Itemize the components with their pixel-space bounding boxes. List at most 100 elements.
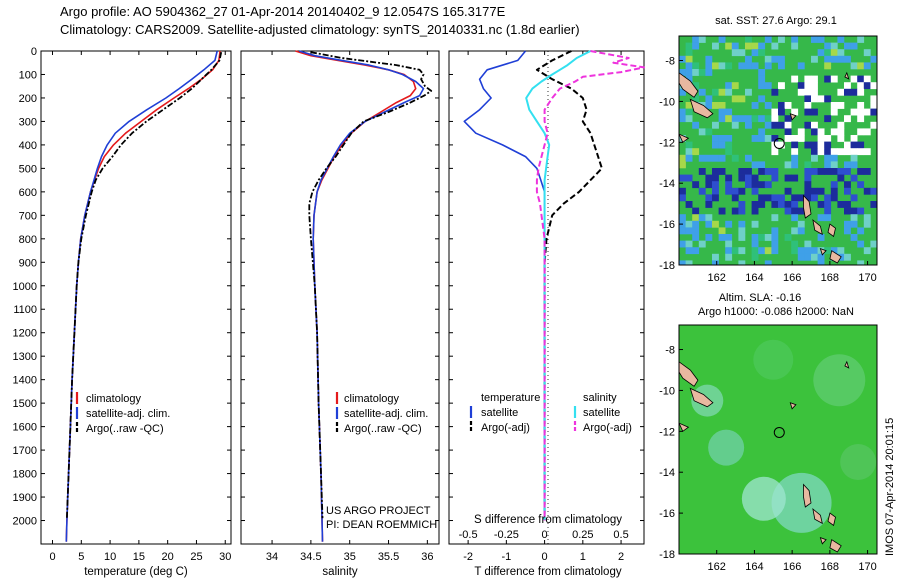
temperature-series-lines	[65, 50, 223, 542]
island-shape	[689, 387, 714, 408]
sst-cell	[830, 247, 838, 255]
sst-cell	[804, 88, 812, 96]
sst-cell	[844, 201, 851, 208]
sst-cell	[751, 240, 759, 248]
sst-cell	[718, 207, 726, 215]
sst-cell	[745, 88, 752, 96]
depth-tick-label: 600	[19, 187, 37, 199]
depth-tick-label: 500	[19, 163, 37, 175]
depth-tick-label: 300	[19, 116, 37, 128]
sst-cell	[791, 161, 799, 169]
salinity-legend-satellite: satellite-adj. clim.	[344, 408, 428, 420]
sst-cell	[731, 154, 739, 162]
sst-map-title: sat. SST: 27.6 Argo: 29.1	[715, 15, 837, 27]
sst-cell	[824, 62, 832, 70]
sst-cell	[712, 102, 719, 109]
sst-cell	[685, 108, 693, 116]
sst-cell	[824, 42, 832, 50]
temperature-axes-frame	[40, 50, 232, 545]
island-shape	[789, 113, 797, 121]
sst-cell	[705, 181, 713, 189]
sst-cell	[764, 36, 772, 43]
sst-cell	[738, 174, 746, 182]
sst-cell	[738, 201, 746, 208]
sst-cell	[863, 220, 871, 228]
temperature-legend: climatology satellite-adj. clim. Argo(..…	[75, 392, 170, 435]
sst-cell	[857, 227, 865, 235]
sst-cell	[751, 115, 759, 123]
sst-cell	[738, 62, 746, 70]
depth-tick-label: 1300	[13, 351, 37, 363]
sst-cell	[725, 174, 733, 182]
sst-cell	[771, 247, 779, 255]
sst-cell	[698, 214, 706, 222]
depth-tick-label: 1900	[13, 492, 37, 504]
sst-cell	[725, 135, 733, 142]
sst-cell	[738, 220, 746, 228]
sst-cell	[791, 201, 799, 208]
sst-cell	[797, 194, 805, 202]
sst-cell	[824, 207, 832, 215]
sst-latitude-ticks: -8 -10 -12 -14 -16 -18	[659, 56, 683, 272]
sst-cell	[725, 148, 733, 156]
sst-cell	[758, 95, 766, 103]
sst-cell	[685, 69, 693, 76]
sst-cell	[830, 102, 838, 109]
sst-cell	[844, 148, 851, 156]
sst-cell	[824, 49, 832, 57]
sst-cell	[712, 181, 719, 189]
sst-cell	[751, 207, 759, 215]
sst-cell	[863, 148, 871, 156]
sst-cell	[824, 194, 832, 202]
sst-cell	[791, 108, 799, 116]
sst-cell	[764, 194, 772, 202]
sst-cell	[738, 207, 746, 215]
sst-cell	[718, 154, 726, 162]
sst-cell	[824, 95, 832, 103]
sst-cell	[857, 88, 865, 96]
legend-s-satellite: satellite	[583, 407, 620, 419]
sst-cell	[731, 115, 739, 123]
sst-cell	[718, 168, 726, 175]
sst-cell	[771, 240, 779, 248]
sst-cell	[850, 141, 858, 149]
sst-cell	[804, 141, 812, 149]
series-line-argo-raw-qc-	[308, 51, 433, 519]
sst-cell	[830, 42, 838, 50]
longitude-tick-label: 164	[745, 561, 763, 573]
sst-cell	[778, 62, 785, 70]
island-shape	[829, 250, 842, 264]
sst-cell	[679, 260, 686, 265]
sst-cell	[718, 102, 726, 109]
sst-cell	[778, 121, 785, 129]
island-shape	[812, 507, 823, 525]
latitude-tick-label: -12	[659, 137, 675, 149]
sst-cell	[731, 207, 739, 215]
sst-cell	[712, 141, 719, 149]
sst-cell	[725, 240, 733, 248]
sst-cell	[679, 88, 686, 96]
sst-cell	[731, 247, 739, 255]
sst-cell	[811, 82, 818, 90]
sst-cell	[850, 148, 858, 156]
sst-cell	[863, 82, 871, 90]
sst-cell	[725, 220, 733, 228]
sst-cell	[718, 115, 726, 123]
sst-cell	[764, 260, 772, 265]
sst-cell	[771, 108, 779, 116]
temperature-panel: 0100200300400500600700800900100011001200…	[13, 46, 232, 578]
depth-tick-label: 900	[19, 257, 37, 269]
sst-cell	[718, 88, 726, 96]
sst-cell	[698, 36, 706, 43]
longitude-tick-label: 164	[745, 272, 763, 284]
difference-panel: -2 -1 0 1 2 -0.5 -0.25 0 0.25 0.5 S difference f…	[448, 50, 645, 578]
sst-cell	[784, 207, 792, 215]
sst-cell	[692, 181, 700, 189]
sst-cell	[863, 247, 871, 255]
sst-cell	[764, 55, 772, 63]
sst-cell	[824, 55, 832, 63]
sst-cell	[804, 95, 812, 103]
sst-cell	[837, 49, 845, 57]
x-tick-label: 34	[266, 551, 278, 563]
sst-cell	[844, 227, 851, 235]
